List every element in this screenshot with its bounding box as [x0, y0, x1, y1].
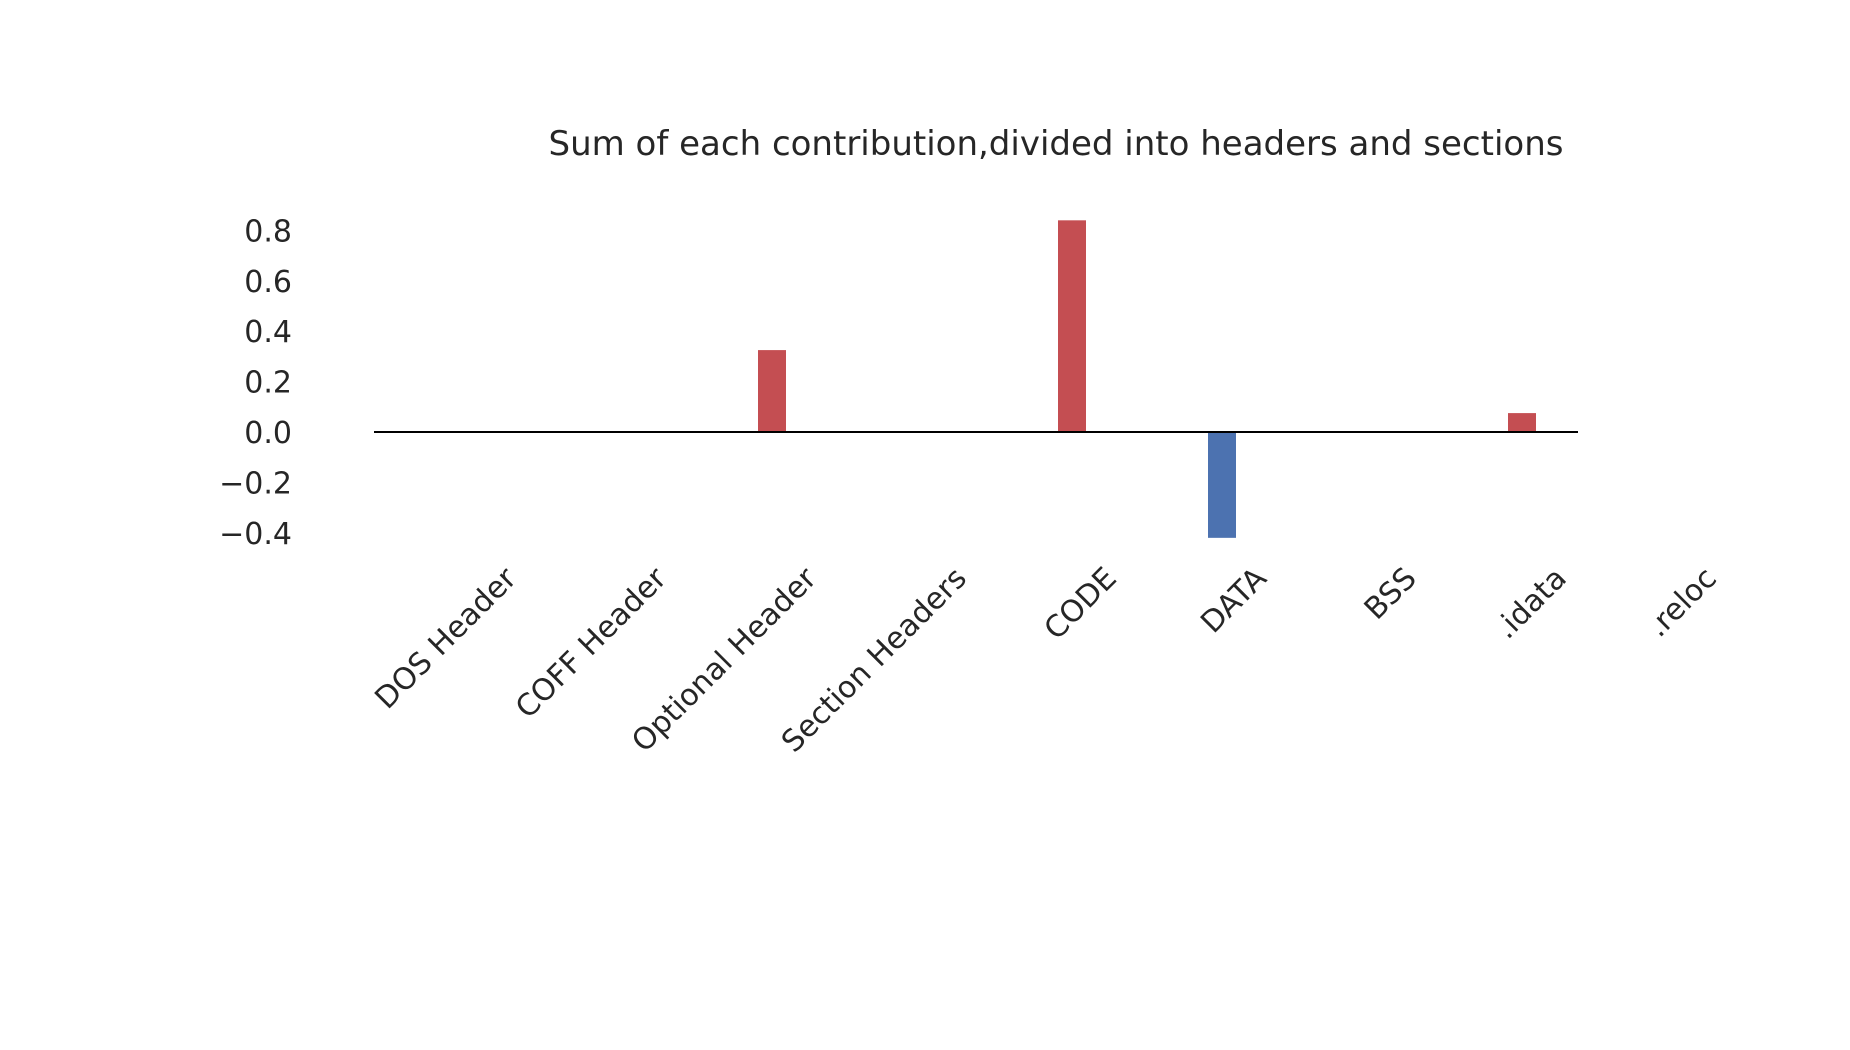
- x-tick-label: .idata: [1488, 561, 1573, 646]
- x-tick-label: .reloc: [1640, 561, 1723, 644]
- x-tick-label: BSS: [1358, 561, 1424, 627]
- bar: [758, 350, 786, 432]
- y-tick-label: 0.6: [244, 265, 292, 300]
- bar: [1208, 432, 1236, 538]
- y-tick-label: −0.4: [219, 517, 292, 552]
- x-tick-label: DATA: [1194, 561, 1274, 641]
- y-tick-label: 0.4: [244, 315, 292, 350]
- bar: [1058, 220, 1086, 432]
- y-tick-label: 0.2: [244, 366, 292, 401]
- y-tick-label: −0.2: [219, 466, 292, 501]
- y-tick-label: 0.8: [244, 214, 292, 249]
- y-tick-label: 0.0: [244, 416, 292, 451]
- bar: [1508, 413, 1536, 432]
- x-tick-label: CODE: [1038, 561, 1124, 647]
- x-tick-label: COFF Header: [509, 560, 674, 725]
- bars: [608, 220, 1536, 538]
- chart-title: Sum of each contribution,divided into he…: [549, 124, 1564, 164]
- x-tick-label: DOS Header: [368, 560, 524, 716]
- y-axis-ticks: −0.4 −0.2 0.0 0.2 0.4 0.6 0.8: [219, 214, 292, 551]
